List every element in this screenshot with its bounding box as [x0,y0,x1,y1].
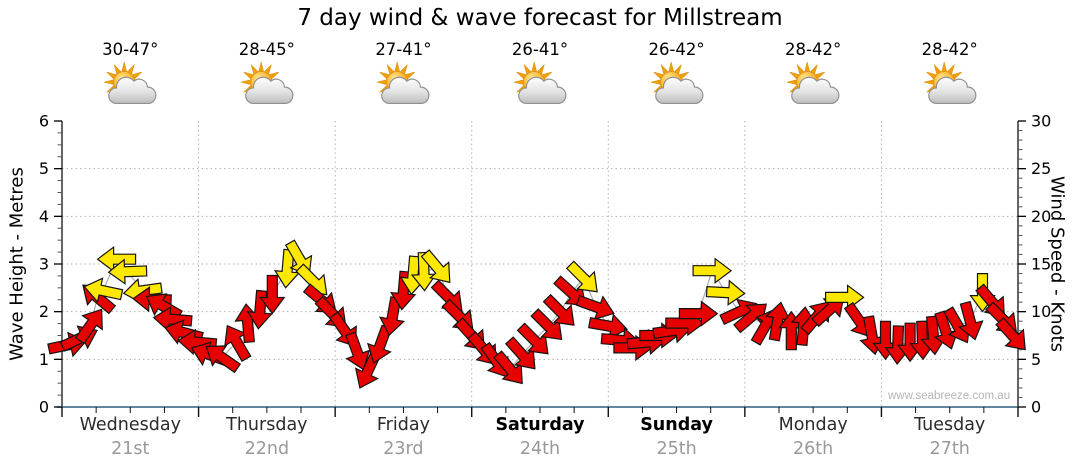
strong-wind-arrow [933,310,959,350]
strong-wind-arrow [379,296,406,337]
day-name-label: Saturday [495,415,585,435]
day-name-label: Thursday [226,415,308,435]
day-label: Wednesday 21st [55,415,205,459]
day-label: Monday 26th [738,415,888,459]
svg-text:5: 5 [1031,350,1041,369]
strong-wind-arrow [575,294,615,321]
strong-wind-arrow [553,275,587,306]
strong-wind-arrow [958,300,984,341]
strong-wind-arrow [504,336,536,370]
svg-text:3: 3 [39,255,49,274]
day-name-label: Wednesday [79,415,181,435]
strong-wind-arrow [516,322,549,355]
strong-wind-arrow [224,324,252,362]
strong-wind-arrow [74,308,103,345]
moderate-wind-arrow [410,251,438,292]
svg-text:1: 1 [39,350,49,369]
moderate-wind-arrow [107,258,148,285]
day-temperature-range: 26-42° [648,40,705,59]
day-date-label: 26th [793,439,834,459]
day-label: Saturday 24th [465,415,615,459]
svg-text:2: 2 [39,302,49,321]
day-label: Friday 23rd [328,415,478,459]
day-temperature-range: 30-47° [102,40,159,59]
moderate-wind-arrow [96,246,137,273]
strong-wind-arrow [345,331,371,371]
moderate-wind-arrow [824,284,865,311]
day-name-label: Tuesday [914,415,986,435]
right-axis-title: Wind Speed - Knots [1046,176,1068,352]
svg-text:4: 4 [39,207,49,226]
strong-wind-arrow [530,308,563,341]
day-date-label: 22nd [244,439,290,459]
strong-wind-arrow [366,324,393,364]
day-name-label: Sunday [640,415,713,435]
strong-wind-arrow [588,313,628,340]
day-date-label: 21st [111,439,150,459]
day-date-label: 23rd [383,439,424,459]
strong-wind-arrow [205,345,242,374]
svg-text:25: 25 [1031,159,1051,178]
moderate-wind-arrow [420,249,451,284]
moderate-wind-arrow [692,257,733,284]
svg-text:20: 20 [1031,207,1051,226]
svg-text:15: 15 [1031,255,1051,274]
svg-text:10: 10 [1031,302,1051,321]
moderate-wind-arrow [565,260,598,293]
day-temperature-range: 28-45° [238,40,295,59]
chart-title: 7 day wind & wave forecast for Millstrea… [297,5,783,31]
svg-text:0: 0 [39,398,49,417]
strong-wind-arrow [995,317,1026,351]
day-label: Tuesday 27th [875,415,1025,459]
day-label: Sunday 25th [602,415,752,459]
day-temperature-range: 27-41° [375,40,432,59]
watermark: www.seabreeze.com.au [888,390,1011,402]
strong-wind-arrow [765,301,792,342]
day-label: Thursday 22nd [192,415,342,459]
day-name-label: Monday [778,415,848,435]
day-date-label: 24th [519,439,561,459]
moderate-wind-arrow [273,248,301,289]
moderate-wind-arrow [83,277,124,304]
strong-wind-arrow [493,350,523,385]
left-axis-title: Wave Height - Metres [6,167,28,361]
svg-text:5: 5 [39,159,49,178]
day-name-label: Friday [376,415,430,435]
day-date-label: 27th [929,439,970,459]
strong-wind-arrow [678,300,719,327]
strong-wind-arrow [811,296,845,328]
day-temperature-range: 28-42° [785,40,842,59]
day-date-label: 25th [656,439,697,459]
day-temperature-range: 28-42° [921,40,978,59]
svg-text:6: 6 [39,112,49,131]
strong-wind-arrow [542,293,575,326]
svg-text:30: 30 [1031,112,1051,131]
strong-wind-arrow [259,274,286,315]
day-temperature-range: 26-41° [511,40,569,59]
svg-text:0: 0 [1031,398,1041,417]
strong-wind-arrow [145,293,183,321]
